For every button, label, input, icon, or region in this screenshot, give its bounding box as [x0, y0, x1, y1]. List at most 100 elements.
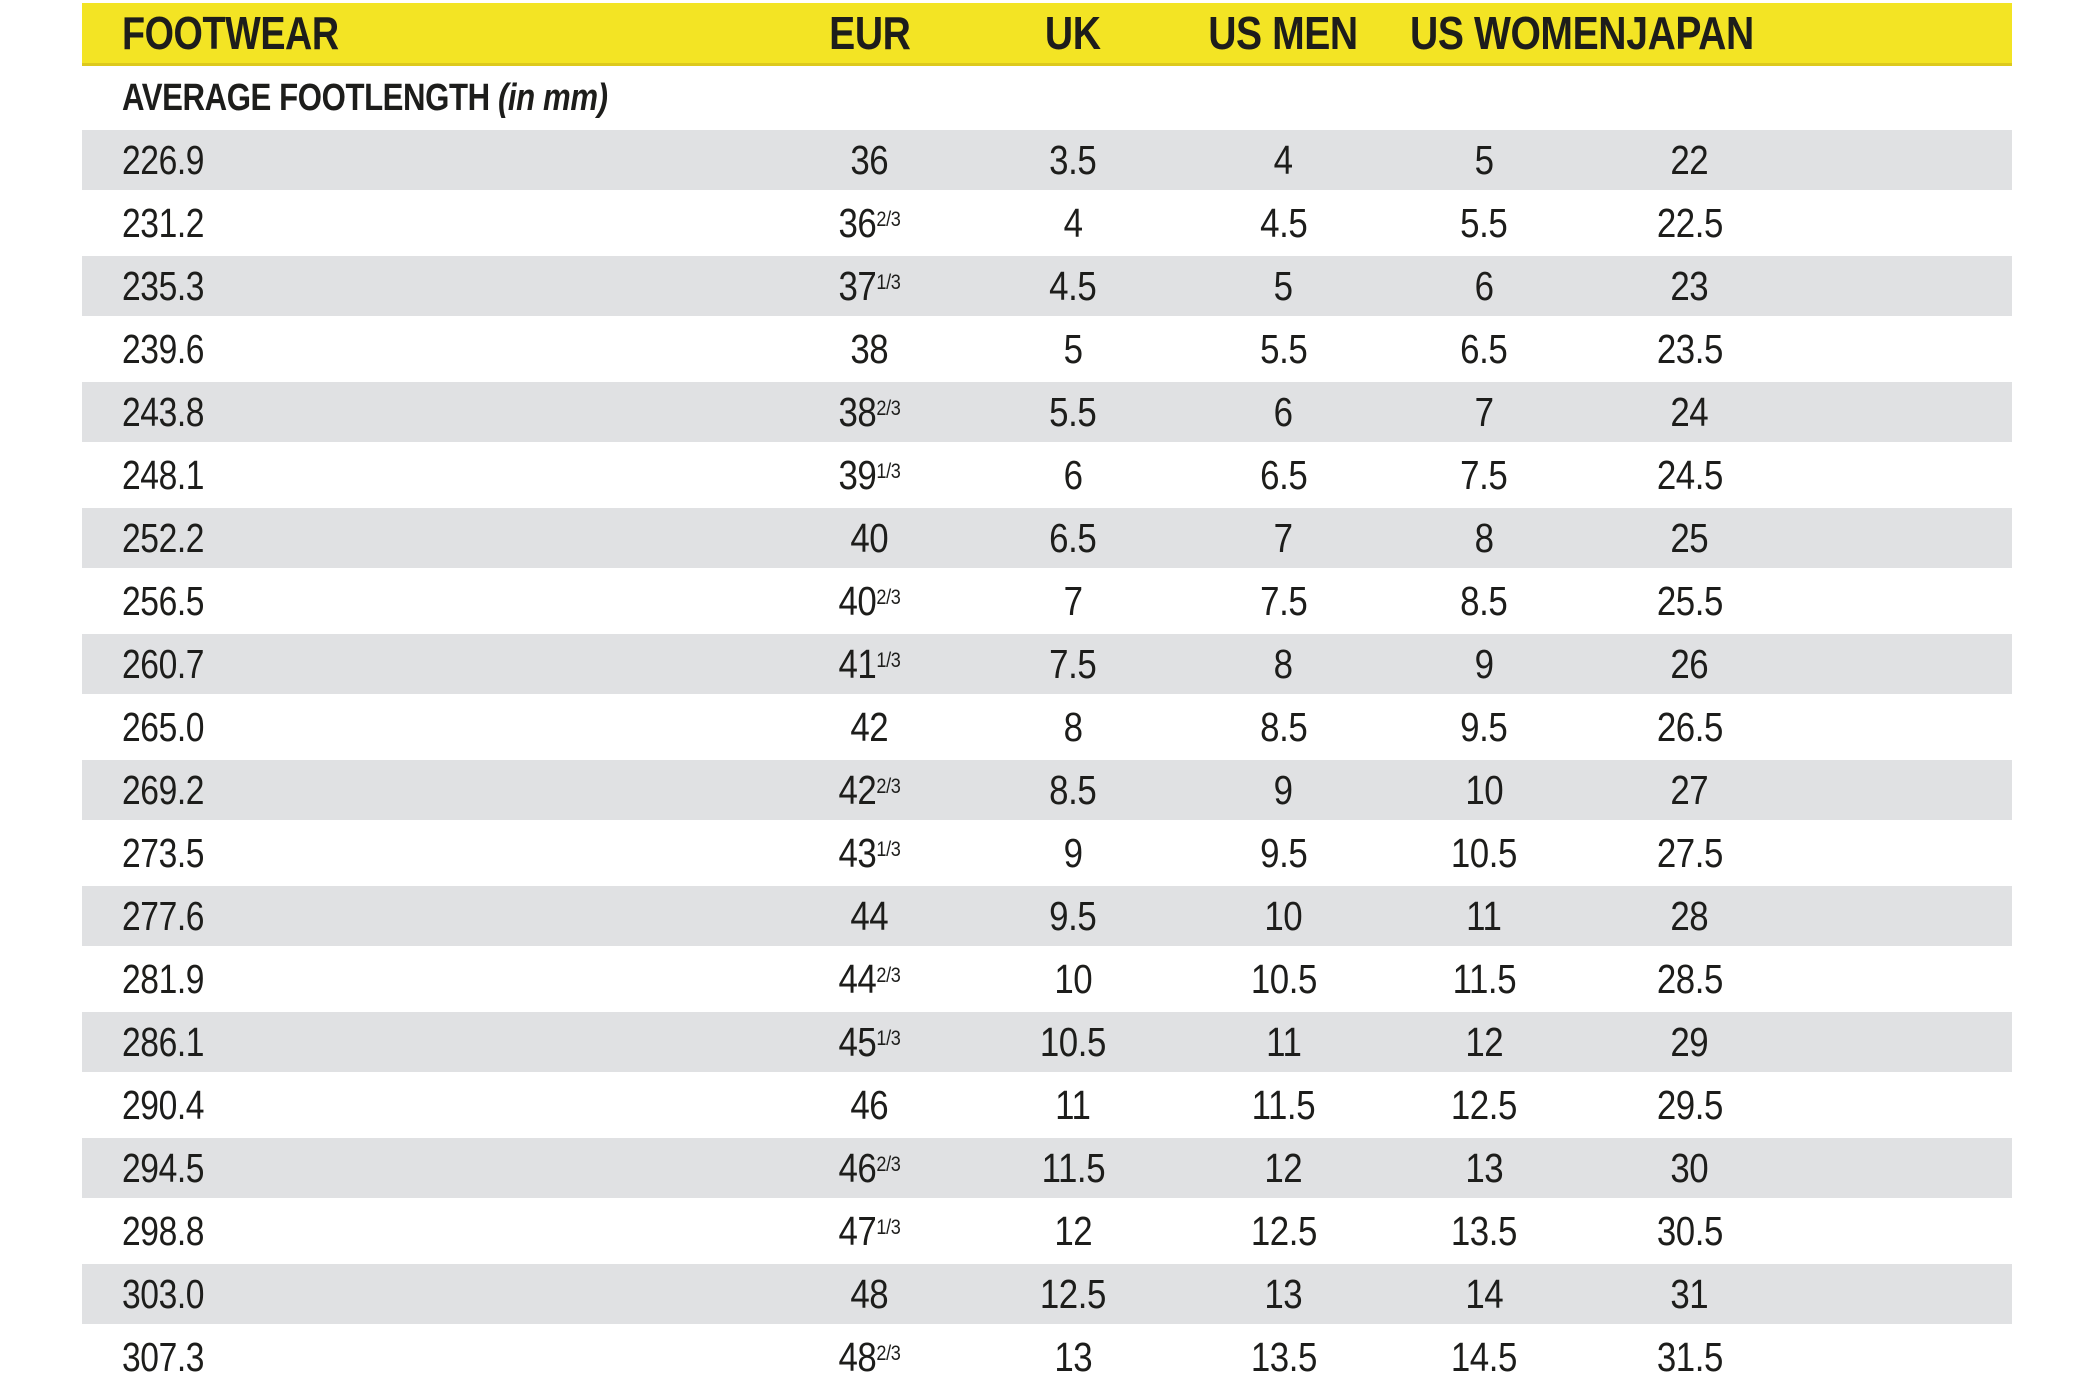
cell-value: 9	[1273, 766, 1293, 813]
cell-value: 11	[1055, 1081, 1091, 1128]
fraction-superscript: 2/3	[876, 1340, 901, 1365]
table-row: 294.5 462/3 11.5 12 13 30	[82, 1138, 2012, 1198]
cell-value: 5.5	[1259, 325, 1308, 372]
cell-value: 12	[1264, 1144, 1303, 1191]
table-cell-uk: 8.5	[970, 767, 1177, 814]
column-header-us-men-label: US MEN	[1208, 7, 1359, 59]
table-cell-us_men: 10	[1176, 893, 1390, 940]
table-cell-eur: 462/3	[769, 1145, 970, 1192]
table-cell-footwear: 281.9	[82, 956, 769, 1003]
table-row: 273.5 431/3 9 9.5 10.5 27.5	[82, 823, 2012, 883]
table-cell-footwear: 235.3	[82, 263, 769, 310]
table-cell-japan: 25	[1578, 515, 1802, 562]
cell-value: 25	[1670, 514, 1709, 561]
cell-value: 9.5	[1259, 829, 1308, 876]
table-cell-uk: 12	[970, 1208, 1177, 1255]
cell-value: 10	[1054, 955, 1092, 1002]
table-cell-japan: 28	[1578, 893, 1802, 940]
fraction-superscript: 1/3	[876, 1025, 901, 1050]
cell-value: 8	[1063, 703, 1083, 750]
cell-value: 462/3	[838, 1144, 901, 1191]
column-header-eur: EUR	[769, 6, 970, 60]
cell-value: 28	[1670, 892, 1709, 939]
cell-value: 7	[1063, 577, 1083, 624]
cell-value: 362/3	[838, 199, 901, 246]
table-row: 281.9 442/3 10 10.5 11.5 28.5	[82, 949, 2012, 1009]
cell-value: 307.3	[122, 1333, 205, 1380]
cell-value: 12.5	[1039, 1270, 1107, 1317]
cell-value: 29.5	[1656, 1081, 1724, 1128]
table-cell-us_men: 11.5	[1176, 1082, 1390, 1129]
cell-value: 5.5	[1460, 199, 1509, 246]
fraction-superscript: 2/3	[876, 206, 901, 231]
cell-value: 7.5	[1259, 577, 1308, 624]
table-cell-footwear: 307.3	[82, 1334, 769, 1381]
table-row: 235.3 371/3 4.5 5 6 23	[82, 256, 2012, 316]
table-cell-uk: 11	[970, 1082, 1177, 1129]
table-cell-japan: 27	[1578, 767, 1802, 814]
subheader-text: AVERAGE FOOTLENGTH (in mm)	[122, 77, 608, 120]
cell-value: 269.2	[122, 766, 205, 813]
table-row: 265.0 42 8 8.5 9.5 26.5	[82, 697, 2012, 757]
table-cell-eur: 451/3	[769, 1019, 970, 1066]
table-cell-eur: 42	[769, 704, 970, 751]
table-cell-footwear: 239.6	[82, 326, 769, 373]
cell-value: 4	[1063, 199, 1083, 246]
cell-value: 273.5	[122, 829, 205, 876]
table-cell-us_women: 13	[1391, 1145, 1578, 1192]
table-cell-footwear: 256.5	[82, 578, 769, 625]
table-cell-us_women: 7	[1391, 389, 1578, 436]
table-cell-us_women: 8.5	[1391, 578, 1578, 625]
table-row: 226.9 36 3.5 4 5 22	[82, 130, 2012, 190]
cell-value: 38	[850, 325, 889, 372]
cell-value: 9.5	[1049, 892, 1097, 939]
cell-value: 10.5	[1451, 829, 1518, 876]
table-cell-japan: 27.5	[1578, 830, 1802, 877]
cell-value: 4	[1273, 136, 1293, 183]
table-cell-us_women: 14	[1391, 1271, 1578, 1318]
cell-value: 8.5	[1049, 766, 1097, 813]
table-cell-eur: 36	[769, 137, 970, 184]
table-cell-eur: 40	[769, 515, 970, 562]
cell-value: 7	[1474, 388, 1494, 435]
cell-value: 29	[1670, 1018, 1709, 1065]
cell-value: 4.5	[1259, 199, 1308, 246]
table-cell-us_men: 6	[1176, 389, 1390, 436]
cell-value: 294.5	[122, 1144, 205, 1191]
table-row: 256.5 402/3 7 7.5 8.5 25.5	[82, 571, 2012, 631]
cell-value: 6	[1063, 451, 1083, 498]
column-header-japan: JAPAN	[1578, 6, 1802, 60]
table-cell-us_women: 9.5	[1391, 704, 1578, 751]
cell-value: 7.5	[1460, 451, 1509, 498]
table-cell-japan: 23	[1578, 263, 1802, 310]
cell-value: 9.5	[1460, 703, 1509, 750]
cell-value: 9	[1063, 829, 1083, 876]
table-cell-footwear: 298.8	[82, 1208, 769, 1255]
table-cell-japan: 24	[1578, 389, 1802, 436]
cell-value: 8.5	[1460, 577, 1509, 624]
table-cell-footwear: 260.7	[82, 641, 769, 688]
table-cell-japan: 22.5	[1578, 200, 1802, 247]
table-cell-us_women: 12.5	[1391, 1082, 1578, 1129]
cell-value: 40	[850, 514, 889, 561]
cell-value: 27.5	[1656, 829, 1724, 876]
cell-value: 256.5	[122, 577, 205, 624]
table-row: 248.1 391/3 6 6.5 7.5 24.5	[82, 445, 2012, 505]
cell-value: 11.5	[1041, 1144, 1105, 1191]
cell-value: 31.5	[1656, 1333, 1724, 1380]
column-header-us-men: US MEN	[1176, 6, 1390, 60]
fraction-superscript: 2/3	[876, 962, 901, 987]
cell-value: 382/3	[838, 388, 901, 435]
table-cell-us_women: 8	[1391, 515, 1578, 562]
table-cell-us_women: 10.5	[1391, 830, 1578, 877]
table-cell-japan: 26	[1578, 641, 1802, 688]
cell-value: 25.5	[1656, 577, 1724, 624]
cell-value: 290.4	[122, 1081, 205, 1128]
cell-value: 10.5	[1039, 1018, 1107, 1065]
cell-value: 11.5	[1452, 955, 1516, 1002]
cell-value: 24	[1670, 388, 1709, 435]
table-cell-uk: 4	[970, 200, 1177, 247]
table-cell-us_men: 12	[1176, 1145, 1390, 1192]
table-cell-footwear: 273.5	[82, 830, 769, 877]
cell-value: 26	[1670, 640, 1709, 687]
